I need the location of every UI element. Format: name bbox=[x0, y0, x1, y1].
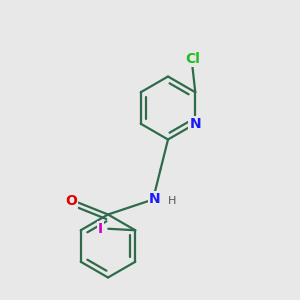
Text: N: N bbox=[149, 193, 160, 206]
Text: H: H bbox=[168, 196, 177, 206]
Text: I: I bbox=[98, 222, 103, 236]
Text: Cl: Cl bbox=[185, 52, 200, 66]
Text: N: N bbox=[190, 117, 201, 131]
Text: O: O bbox=[65, 194, 77, 208]
